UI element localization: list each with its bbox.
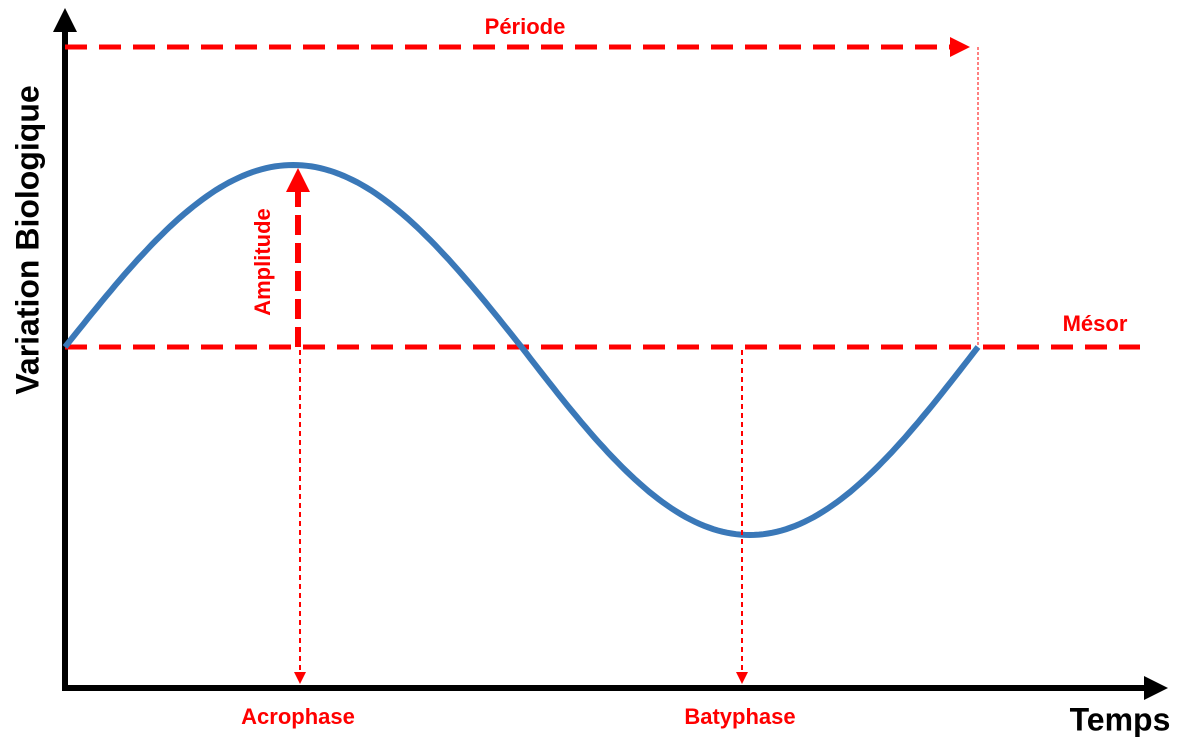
acrophase-label: Acrophase bbox=[241, 704, 355, 729]
amplitude-label: Amplitude bbox=[250, 208, 275, 316]
period-label: Période bbox=[485, 14, 566, 39]
mesor-label: Mésor bbox=[1063, 311, 1128, 336]
y-axis-label: Variation Biologique bbox=[9, 85, 45, 394]
biological-curve bbox=[62, 161, 981, 539]
x-axis-label: Temps bbox=[1070, 701, 1171, 737]
batyphase-label: Batyphase bbox=[684, 704, 795, 729]
